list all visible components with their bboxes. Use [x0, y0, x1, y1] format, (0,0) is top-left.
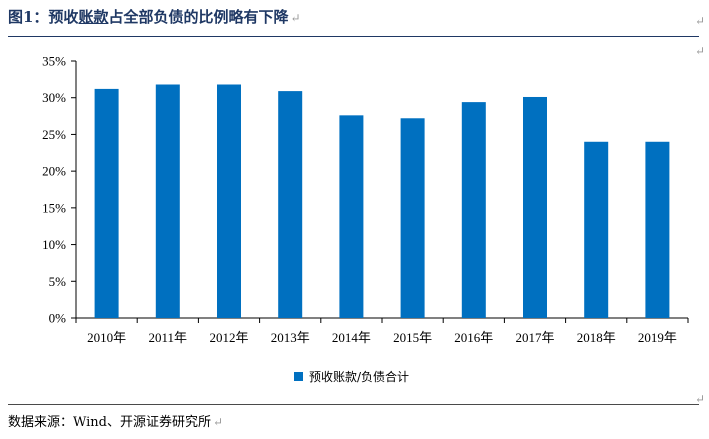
y-tick-label: 35% [42, 54, 66, 69]
x-tick-label: 2010年 [87, 330, 126, 345]
x-tick-label: 2013年 [271, 330, 310, 345]
bar [645, 141, 670, 318]
bar [523, 96, 547, 318]
bar [584, 141, 609, 318]
x-tick-label: 2011年 [149, 330, 188, 345]
bar [94, 88, 119, 318]
y-tick-label: 0% [49, 311, 67, 326]
title-underlined: 账款 [78, 8, 109, 26]
legend-swatch [294, 372, 303, 381]
y-tick-label: 5% [49, 274, 67, 289]
title-suffix: 占全部负债的比例略有下降 [108, 8, 289, 26]
title-prefix: 图1：预收 [8, 8, 79, 26]
x-tick-label: 2014年 [332, 330, 371, 345]
y-tick-label: 30% [42, 90, 66, 105]
y-tick-label: 15% [42, 200, 66, 215]
page-title: 图1：预收账款占全部负债的比例略有下降 ↵ [8, 6, 301, 27]
source-divider [8, 404, 699, 405]
source-text: 数据来源：Wind、开源证券研究所 [8, 415, 211, 430]
bar [461, 102, 486, 319]
bar [400, 118, 425, 318]
x-tick-label: 2019年 [638, 330, 677, 345]
bar [339, 115, 364, 318]
paragraph-mark-icon: ↵ [213, 415, 224, 429]
bar [155, 84, 180, 318]
bar [217, 84, 241, 318]
paragraph-mark-icon: ↵ [695, 392, 706, 406]
x-tick-label: 2012年 [209, 330, 248, 345]
paragraph-mark-icon: ↵ [695, 14, 706, 28]
paragraph-mark-icon: ↵ [695, 44, 706, 58]
y-tick-label: 10% [42, 237, 66, 252]
y-tick-label: 25% [42, 127, 66, 142]
legend-label: 预收账款/负债合计 [309, 369, 409, 384]
title-divider [8, 36, 699, 37]
paragraph-mark-icon: ↵ [290, 11, 301, 25]
y-tick-label: 20% [42, 164, 66, 179]
bar [278, 91, 303, 318]
x-tick-label: 2016年 [454, 330, 493, 345]
x-tick-label: 2015年 [393, 330, 432, 345]
x-tick-label: 2017年 [515, 330, 554, 345]
source-note: 数据来源：Wind、开源证券研究所 ↵ [8, 411, 223, 430]
x-tick-label: 2018年 [577, 330, 616, 345]
